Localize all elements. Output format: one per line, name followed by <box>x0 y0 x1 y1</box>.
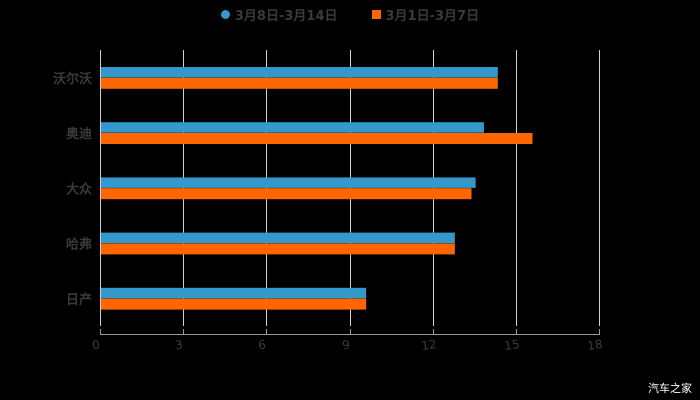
bar[interactable] <box>101 287 367 299</box>
gridlines <box>100 50 600 326</box>
legend-item-week1[interactable]: 3月1日-3月7日 <box>371 5 480 24</box>
x-tick-label: 3 <box>174 338 184 353</box>
bar[interactable] <box>101 232 455 244</box>
bar[interactable] <box>101 133 533 144</box>
bar-series <box>101 67 533 310</box>
watermark: 汽车之家 <box>648 382 692 395</box>
x-tick-label: 15 <box>503 337 520 353</box>
bar[interactable] <box>101 243 455 255</box>
bar[interactable] <box>101 122 484 133</box>
legend-item-week2[interactable]: 3月8日-3月14日 <box>220 5 338 24</box>
bar[interactable] <box>101 188 472 200</box>
x-axis: 0 3 6 9 12 15 18 <box>91 329 603 353</box>
chart-legend: 3月8日-3月14日 3月1日-3月7日 <box>0 4 700 24</box>
x-tick-label: 9 <box>341 338 351 353</box>
category-label: 大众 <box>66 181 92 197</box>
category-label: 奥迪 <box>66 126 92 142</box>
category-label: 哈弗 <box>66 237 92 253</box>
bar[interactable] <box>101 177 476 188</box>
bar[interactable] <box>101 67 498 78</box>
category-label: 日产 <box>66 292 92 308</box>
category-label: 沃尔沃 <box>53 71 92 87</box>
legend-label: 3月8日-3月14日 <box>234 8 338 24</box>
legend-swatch-orange-icon <box>371 9 381 19</box>
bar[interactable] <box>101 77 498 89</box>
x-tick-label: 6 <box>257 338 267 353</box>
legend-label: 3月1日-3月7日 <box>385 8 480 24</box>
legend-swatch-blue-icon <box>220 9 230 19</box>
bar[interactable] <box>101 298 367 310</box>
x-tick-label: 0 <box>91 338 101 353</box>
x-tick-label: 18 <box>586 337 603 353</box>
x-tick-label: 12 <box>420 337 437 353</box>
